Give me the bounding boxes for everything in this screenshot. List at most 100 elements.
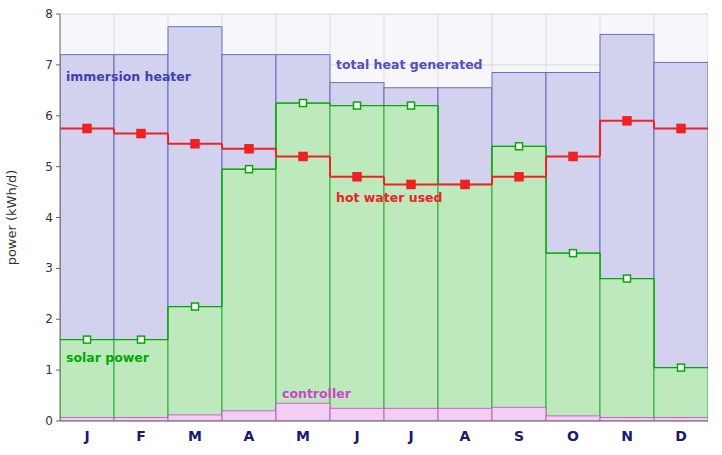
bar: [222, 55, 276, 421]
bar: [438, 88, 492, 421]
step-connector: [545, 156, 547, 176]
labels: total heat generated solar power controlle…: [66, 57, 483, 402]
bar: [438, 408, 492, 421]
y-tick: [56, 115, 60, 116]
y-axis: 012345678: [45, 7, 60, 428]
y-axis-label: power (kWh/d): [4, 170, 19, 266]
annotation: immersion heater: [66, 69, 192, 84]
category-divider: [222, 14, 223, 421]
bar: [492, 407, 546, 421]
y-tick-label: 6: [45, 109, 53, 123]
bar: [654, 62, 708, 421]
step-connector: [599, 121, 601, 157]
bar: [60, 417, 114, 421]
bar: [168, 27, 222, 421]
grid: [60, 14, 708, 421]
marker: [245, 145, 253, 153]
x-tick-label: F: [136, 428, 146, 444]
x-tick-label: D: [675, 428, 687, 444]
marker: [462, 181, 469, 188]
y-axis-line: [60, 14, 61, 421]
bar: [330, 408, 384, 421]
series-label: hot water used: [336, 190, 443, 205]
step-connector: [491, 177, 493, 185]
step-connector: [653, 121, 655, 129]
x-tick-label: M: [296, 428, 310, 444]
bar: [492, 73, 546, 421]
marker: [246, 166, 253, 173]
bar: [60, 55, 114, 421]
x-tick-label: J: [407, 428, 413, 444]
y-tick-label: 5: [45, 160, 53, 174]
category-divider: [384, 14, 385, 421]
bar: [654, 368, 708, 421]
bar: [546, 253, 600, 421]
x-tick-label: S: [514, 428, 524, 444]
y-tick: [56, 166, 60, 167]
bar: [114, 417, 168, 421]
marker: [191, 140, 199, 148]
y-tick-label: 0: [45, 414, 53, 428]
series-label: controller: [282, 386, 352, 401]
marker: [623, 117, 631, 125]
x-tick-label: N: [621, 428, 633, 444]
line-series: [60, 117, 708, 189]
step-connector: [167, 307, 168, 340]
marker: [677, 124, 685, 132]
y-tick: [56, 64, 60, 65]
step-connector: [221, 169, 222, 306]
step-connector: [275, 149, 277, 157]
series-label: total heat generated: [336, 57, 483, 72]
bar: [276, 103, 330, 421]
x-tick-label: M: [188, 428, 202, 444]
step-connector: [329, 156, 331, 176]
marker: [354, 102, 361, 109]
bar: [168, 307, 222, 421]
marker: [461, 180, 469, 188]
y-tick-label: 7: [45, 58, 53, 72]
marker: [516, 143, 523, 150]
x-tick-label: A: [244, 428, 255, 444]
bar: [222, 411, 276, 421]
marker: [138, 336, 145, 343]
step-connector: [437, 106, 438, 185]
step-connector: [545, 146, 546, 253]
y-tick: [56, 319, 60, 320]
series-label: solar power: [66, 350, 150, 365]
step-connector: [167, 134, 169, 144]
line-series: [60, 100, 708, 372]
marker: [570, 250, 577, 257]
plot-background: [60, 14, 708, 421]
category-divider: [600, 14, 601, 421]
x-tick-label: J: [83, 428, 89, 444]
bar: [600, 417, 654, 421]
step-connector: [599, 253, 600, 278]
step-connector: [383, 177, 385, 185]
category-dividers: [60, 14, 708, 421]
marker: [678, 364, 685, 371]
grid-line: [60, 421, 708, 422]
x-tick-label: A: [460, 428, 471, 444]
bar: [546, 416, 600, 421]
category-divider: [276, 14, 277, 421]
category-divider: [546, 14, 547, 421]
x-tick-label: J: [353, 428, 359, 444]
bar: [330, 83, 384, 421]
marker: [299, 152, 307, 160]
category-divider: [708, 14, 709, 421]
marker: [569, 152, 577, 160]
chart: 012345678power (kWh/d)JFMAMJJASONDtotal …: [0, 0, 722, 455]
bar: [384, 106, 438, 421]
y-tick: [56, 268, 60, 269]
y-tick-label: 3: [45, 261, 53, 275]
y-tick: [56, 217, 60, 218]
marker: [515, 173, 523, 181]
category-divider: [492, 14, 493, 421]
y-tick: [56, 370, 60, 371]
marker: [192, 303, 199, 310]
x-tick-label: O: [567, 428, 579, 444]
category-divider: [60, 14, 61, 421]
y-tick-label: 4: [45, 211, 53, 225]
y-tick-label: 1: [45, 363, 53, 377]
marker: [137, 130, 145, 138]
